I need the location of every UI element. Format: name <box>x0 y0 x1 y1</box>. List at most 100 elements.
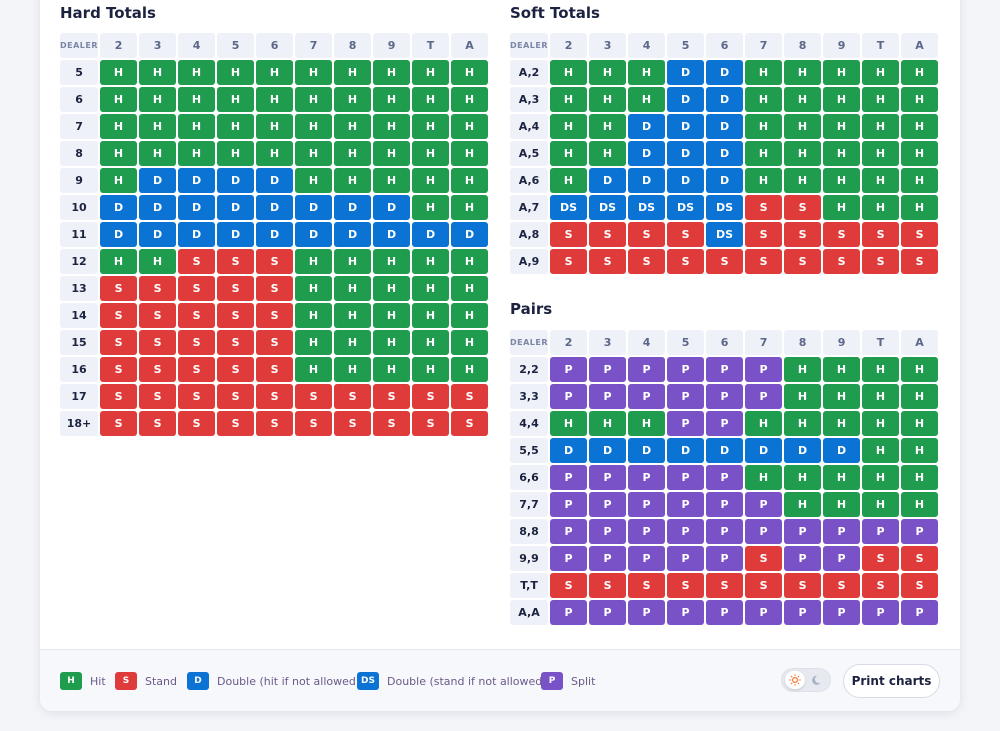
action-cell: H <box>784 168 822 193</box>
action-cell: H <box>823 195 861 220</box>
action-cell: H <box>901 60 939 85</box>
theme-toggle[interactable] <box>781 668 831 692</box>
action-cell: H <box>451 141 489 166</box>
action-cell: S <box>256 384 294 409</box>
table-row: T,T S S S S S S S S S S <box>510 573 939 598</box>
action-cell: D <box>217 195 255 220</box>
action-cell: S <box>256 249 294 274</box>
action-cell: H <box>334 168 372 193</box>
action-cell: H <box>784 492 822 517</box>
action-cell: H <box>217 87 255 112</box>
action-cell: S <box>901 249 939 274</box>
action-cell: H <box>373 357 411 382</box>
action-cell: S <box>217 249 255 274</box>
legend-label: Stand <box>145 674 177 688</box>
action-cell: DS <box>589 195 627 220</box>
action-cell: H <box>901 357 939 382</box>
dealer-upcard-5: 5 <box>667 330 705 355</box>
action-cell: P <box>550 546 588 571</box>
action-cell: S <box>373 384 411 409</box>
table-row: 15 S S S S S H H H H H <box>60 330 489 355</box>
dealer-upcard-4: 4 <box>628 33 666 58</box>
action-cell: S <box>139 303 177 328</box>
row-label: 7,7 <box>510 492 549 517</box>
moon-icon <box>812 675 821 685</box>
action-cell: H <box>823 492 861 517</box>
action-cell: S <box>784 249 822 274</box>
dealer-upcard-8: 8 <box>784 33 822 58</box>
action-cell: D <box>706 141 744 166</box>
row-label: 6,6 <box>510 465 549 490</box>
action-cell: S <box>862 573 900 598</box>
action-cell: P <box>706 492 744 517</box>
action-cell: H <box>862 60 900 85</box>
action-cell: P <box>784 519 822 544</box>
action-cell: H <box>901 195 939 220</box>
action-cell: D <box>628 168 666 193</box>
action-cell: H <box>412 249 450 274</box>
action-cell: P <box>667 492 705 517</box>
row-label: 7 <box>60 114 99 139</box>
dealer-upcard-T: T <box>412 33 450 58</box>
print-charts-button[interactable]: Print charts <box>843 664 940 698</box>
action-cell: H <box>373 249 411 274</box>
action-cell: D <box>667 438 705 463</box>
action-cell: H <box>862 438 900 463</box>
legend-label: Double (hit if not allowed) <box>217 674 361 688</box>
action-cell: S <box>178 303 216 328</box>
dealer-upcard-3: 3 <box>139 33 177 58</box>
action-cell: H <box>862 492 900 517</box>
action-cell: H <box>100 168 138 193</box>
action-cell: H <box>412 168 450 193</box>
action-cell: P <box>667 546 705 571</box>
action-cell: P <box>745 600 783 625</box>
dealer-upcard-9: 9 <box>823 33 861 58</box>
action-cell: S <box>862 546 900 571</box>
action-cell: H <box>412 87 450 112</box>
action-cell: S <box>667 573 705 598</box>
action-cell: H <box>823 141 861 166</box>
action-cell: H <box>823 411 861 436</box>
row-label: A,6 <box>510 168 549 193</box>
action-cell: D <box>706 168 744 193</box>
action-cell: H <box>550 87 588 112</box>
dealer-upcard-8: 8 <box>334 33 372 58</box>
action-cell: H <box>550 114 588 139</box>
action-cell: S <box>256 357 294 382</box>
dealer-upcard-9: 9 <box>373 33 411 58</box>
action-cell: H <box>823 168 861 193</box>
action-cell: D <box>373 222 411 247</box>
table-row: A,3 H H H D D H H H H H <box>510 87 939 112</box>
action-cell: D <box>256 195 294 220</box>
action-cell: P <box>628 546 666 571</box>
action-cell: D <box>178 168 216 193</box>
legend-swatch: D <box>187 672 209 690</box>
action-cell: P <box>706 600 744 625</box>
dealer-upcard-T: T <box>862 330 900 355</box>
action-cell: H <box>823 384 861 409</box>
action-cell: H <box>589 411 627 436</box>
row-label: A,A <box>510 600 549 625</box>
action-cell: P <box>901 519 939 544</box>
table-row: 13 S S S S S H H H H H <box>60 276 489 301</box>
legend-swatch: P <box>541 672 563 690</box>
table-row: 8,8 P P P P P P P P P P <box>510 519 939 544</box>
action-cell: H <box>784 60 822 85</box>
action-cell: H <box>256 87 294 112</box>
action-cell: H <box>373 87 411 112</box>
action-cell: P <box>745 357 783 382</box>
action-cell: D <box>412 222 450 247</box>
action-cell: S <box>217 330 255 355</box>
action-cell: D <box>628 141 666 166</box>
row-label: 3,3 <box>510 384 549 409</box>
action-cell: H <box>862 195 900 220</box>
action-cell: H <box>412 303 450 328</box>
action-cell: S <box>178 276 216 301</box>
action-cell: H <box>334 249 372 274</box>
action-cell: H <box>784 384 822 409</box>
action-cell: H <box>550 168 588 193</box>
action-cell: D <box>178 222 216 247</box>
action-cell: P <box>706 465 744 490</box>
action-cell: P <box>589 492 627 517</box>
action-cell: P <box>589 519 627 544</box>
